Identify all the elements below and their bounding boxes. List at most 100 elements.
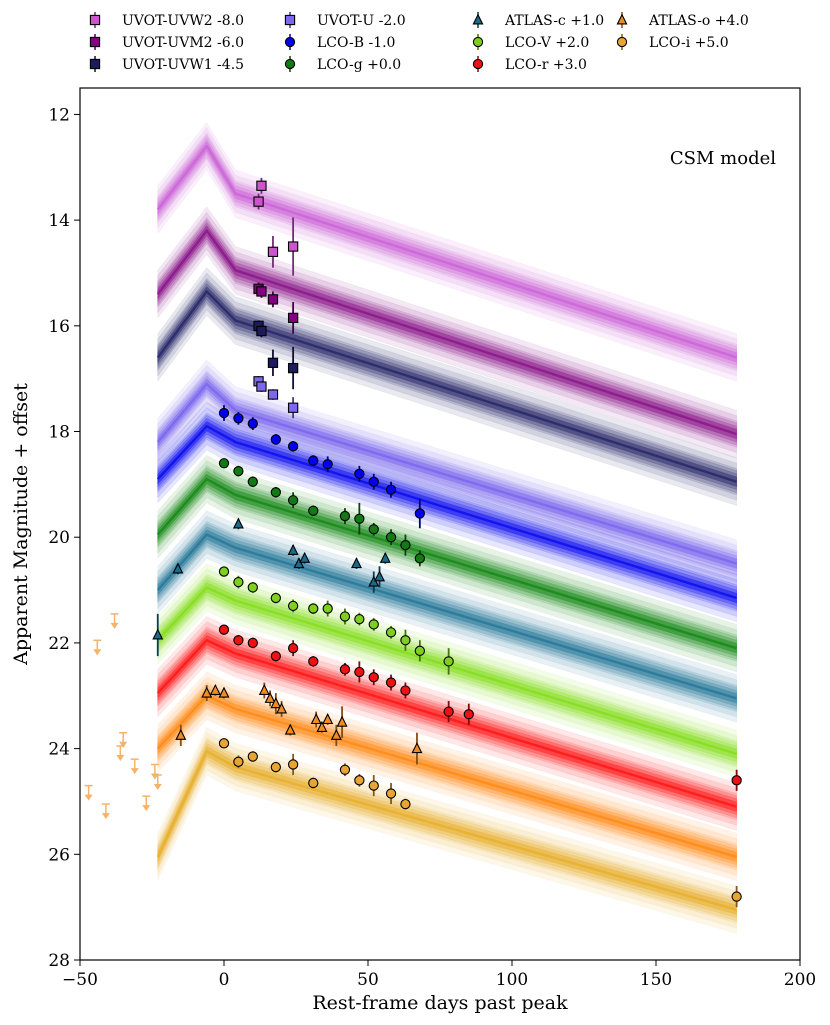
model-band-layer <box>157 473 738 654</box>
data-point <box>264 691 276 703</box>
y-tick-label: 26 <box>48 845 70 865</box>
upper-limit-head <box>142 805 151 812</box>
model-band <box>156 206 738 459</box>
data-point <box>247 476 258 487</box>
data-point <box>209 683 221 695</box>
data-point <box>287 312 299 324</box>
data-point <box>233 466 244 477</box>
data-point <box>322 603 333 614</box>
upper-limit-arrow <box>93 639 102 656</box>
legend-entry: UVOT-UVW1 -4.5 <box>89 56 244 73</box>
data-point <box>218 624 230 635</box>
data-point <box>267 357 279 368</box>
y-tick-label: 12 <box>48 105 70 125</box>
data-point <box>368 619 379 630</box>
data-point <box>256 180 267 191</box>
data-point <box>247 637 258 649</box>
model-band <box>156 510 738 723</box>
data-point <box>308 656 319 667</box>
model-band <box>156 454 738 673</box>
y-tick-label: 16 <box>48 317 70 337</box>
upper-limit-arrow <box>101 803 110 820</box>
data-point <box>287 543 299 555</box>
upper-limit-arrow <box>142 795 151 812</box>
data-point <box>339 611 351 622</box>
data-point <box>322 459 333 470</box>
data-point <box>267 294 279 305</box>
upper-limit-head <box>93 649 102 656</box>
data-point <box>287 402 299 413</box>
model-band-layer <box>157 286 738 487</box>
data-point <box>308 505 319 516</box>
data-point <box>233 413 244 424</box>
series-points <box>218 566 454 675</box>
data-point <box>270 487 281 498</box>
data-point <box>350 557 362 569</box>
legend-marker <box>616 36 628 48</box>
upper-limit-head <box>153 784 162 791</box>
upper-limit-head <box>110 622 119 629</box>
data-point <box>287 759 299 770</box>
data-point <box>308 777 319 789</box>
data-point <box>354 666 365 678</box>
legend-entry: LCO-i +5.0 <box>616 34 729 51</box>
data-point <box>322 713 334 725</box>
legend-entry: LCO-r +3.0 <box>472 56 587 73</box>
model-median-line <box>156 382 737 565</box>
legend-label: LCO-B -1.0 <box>317 35 395 51</box>
series-points <box>218 738 742 908</box>
legend-marker <box>472 13 484 25</box>
legend-entry: ATLAS-o +4.0 <box>616 12 749 29</box>
data-point <box>339 764 351 775</box>
data-point <box>258 683 270 695</box>
data-point <box>201 686 213 698</box>
legend-marker <box>616 13 628 25</box>
data-point <box>152 628 164 640</box>
data-point <box>287 600 299 612</box>
data-point <box>354 613 365 625</box>
upper-limit-head <box>116 754 125 761</box>
model-median-line <box>156 144 738 359</box>
data-point <box>287 643 299 654</box>
model-band-layer <box>157 746 738 915</box>
model-median-line <box>156 586 737 756</box>
model-band-layer <box>157 529 738 704</box>
legend-label: LCO-r +3.0 <box>505 57 587 73</box>
data-point <box>267 389 279 400</box>
data-point <box>400 635 411 646</box>
data-point <box>308 455 319 466</box>
data-point <box>287 441 299 452</box>
legend-entry: LCO-V +2.0 <box>472 34 589 51</box>
legend-marker <box>284 58 296 70</box>
model-band-layer <box>157 635 738 812</box>
data-point <box>299 551 311 563</box>
legend-entry: LCO-B -1.0 <box>284 34 395 51</box>
data-point <box>354 468 365 479</box>
data-point <box>400 798 411 810</box>
model-bands <box>156 121 738 934</box>
model-band <box>156 563 738 779</box>
data-point <box>354 775 365 786</box>
data-point <box>330 728 342 740</box>
legend-label: UVOT-U -2.0 <box>317 13 406 29</box>
legend-marker <box>284 14 296 26</box>
x-tick-label: 200 <box>784 970 816 990</box>
data-point <box>232 517 244 529</box>
upper-limits <box>84 613 162 820</box>
upper-limit-arrow <box>153 774 162 791</box>
model-band <box>156 727 738 934</box>
legend-entry: UVOT-UVM2 -6.0 <box>89 34 244 51</box>
legend-label: LCO-g +0.0 <box>317 57 401 73</box>
series-points <box>218 458 425 567</box>
data-point <box>443 656 454 667</box>
upper-limit-arrow <box>130 758 139 775</box>
data-point <box>276 702 288 714</box>
data-point <box>218 566 230 577</box>
model-median-line <box>156 639 737 808</box>
data-point <box>411 742 423 754</box>
model-band <box>156 616 738 831</box>
model-median-line <box>156 477 737 650</box>
upper-limit-head <box>130 768 139 775</box>
data-point <box>339 664 351 675</box>
